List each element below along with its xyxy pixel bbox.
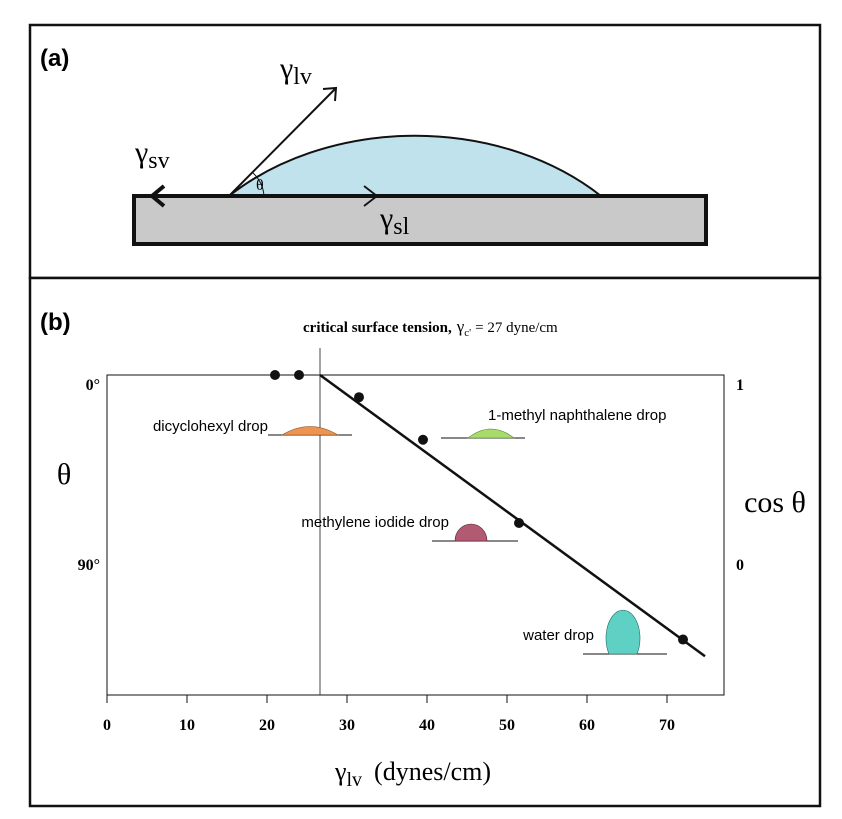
methylene-label: methylene iodide drop (301, 514, 449, 531)
data-point-4 (418, 434, 428, 445)
gamma-sl-label: γsl (379, 202, 410, 240)
right-tick-1: 1 (736, 377, 744, 394)
gamma-sl-arrowhead (363, 185, 379, 207)
gamma-lv-vector (228, 87, 337, 197)
data-point-3 (354, 392, 364, 403)
x-tick-label-30: 30 (339, 717, 355, 734)
water-droplet (605, 609, 641, 655)
methylene-iodide-drop: methylene iodide drop (301, 514, 518, 542)
gamma-sv-arrowhead (148, 184, 166, 208)
contact-angle-symbol: θ (256, 177, 264, 194)
x-axis-title: γlv (dynes/cm) (334, 757, 491, 791)
data-point-2 (294, 370, 304, 380)
panel-b: (b) critical surface tension, γc' = 27 dyn… (28, 276, 822, 808)
panel-b-frame (28, 276, 822, 808)
left-axis-title: θ (57, 458, 71, 491)
x-tick-label-70: 70 (659, 717, 675, 734)
right-axis-title: cos θ (744, 486, 806, 519)
right-tick-0: 0 (736, 557, 744, 574)
dicyclohexyl-label: dicyclohexyl drop (153, 418, 268, 435)
gamma-sv-label: γsv (134, 136, 170, 174)
data-point-6 (678, 634, 688, 645)
methylene-droplet (454, 523, 488, 542)
x-tick-label-0: 0 (103, 717, 111, 734)
data-point-1 (270, 370, 280, 380)
gamma-lv-label: γlv (279, 52, 312, 90)
x-tick-label-20: 20 (259, 717, 275, 734)
panel-b-label: (b) (40, 309, 71, 336)
naphthalene-label: 1-methyl naphthalene drop (488, 407, 666, 424)
x-tick-label-10: 10 (179, 717, 195, 734)
left-tick-0deg: 0° (86, 377, 100, 394)
contact-angle-arc (252, 172, 265, 197)
panel-a: (a) θ γlv γsv γsl (28, 23, 822, 280)
x-tick-label-40: 40 (419, 717, 435, 734)
critical-surface-tension-label: critical surface tension, γc' = 27 dyne/cm (303, 317, 558, 339)
gamma-lv-arrowhead (322, 86, 338, 102)
x-tick-label-60: 60 (579, 717, 595, 734)
left-tick-90deg: 90° (78, 557, 100, 574)
plot-frame (106, 374, 725, 696)
data-point-5 (514, 518, 524, 528)
water-label: water drop (522, 627, 594, 644)
liquid-drop (226, 134, 604, 197)
dicyclohexyl-drop: dicyclohexyl drop (153, 418, 352, 436)
naphthalene-drop: 1-methyl naphthalene drop (441, 407, 666, 439)
linear-fit-line (319, 373, 706, 658)
dicyclohexyl-droplet (280, 426, 340, 436)
panel-a-label: (a) (40, 45, 69, 72)
x-tick-label-50: 50 (499, 717, 515, 734)
solid-substrate (132, 194, 708, 246)
naphthalene-droplet (467, 428, 515, 439)
x-axis-ticks: 0 10 20 30 40 50 60 70 (103, 695, 675, 734)
water-drop: water drop (522, 609, 667, 655)
data-points (270, 370, 688, 645)
